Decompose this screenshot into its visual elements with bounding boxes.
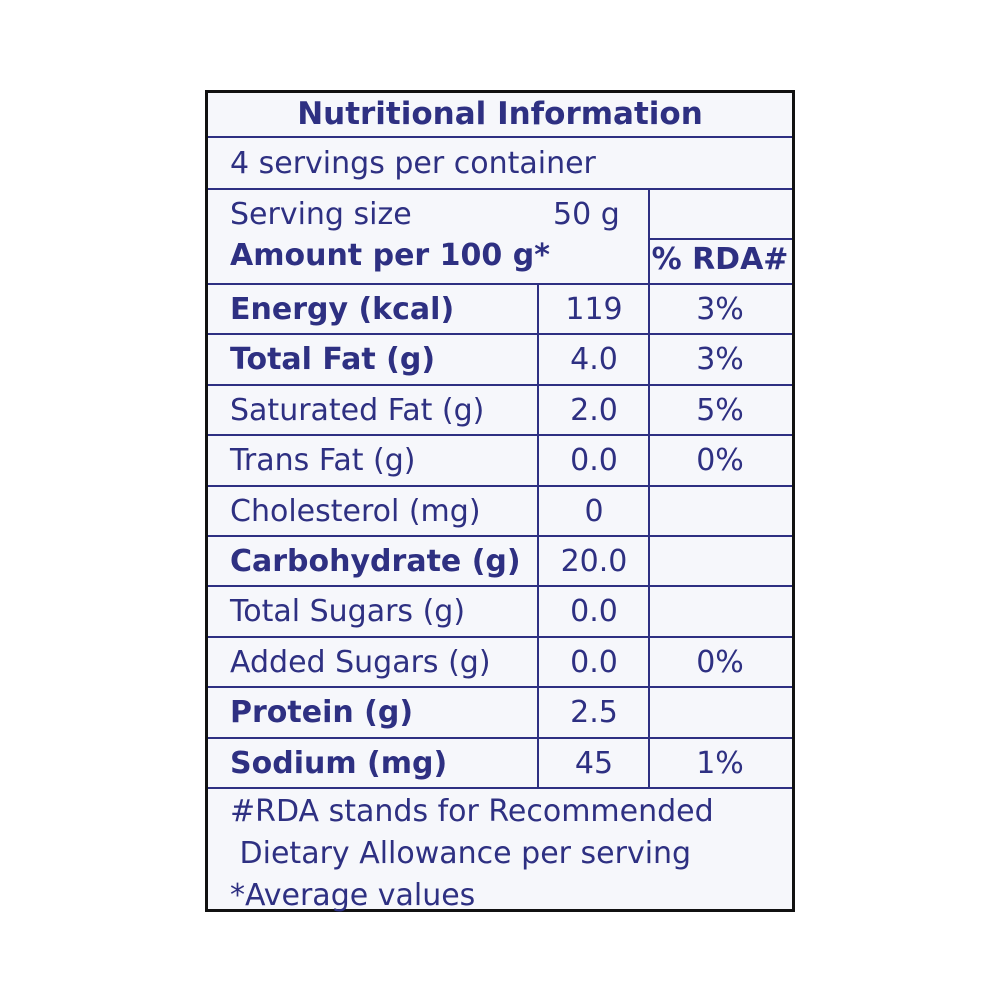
serving-size-value: 50 g (553, 197, 620, 232)
row-name: Carbohydrate (g) (230, 544, 521, 579)
row-name: Protein (g) (230, 695, 414, 731)
header-rda: % RDA# (651, 242, 789, 277)
row-rda: 0% (696, 644, 744, 680)
row-rda: 0% (696, 443, 744, 479)
rule (208, 136, 792, 138)
rule (208, 686, 792, 689)
row-amount: 45 (574, 745, 614, 781)
rule (208, 535, 792, 537)
rule (208, 787, 792, 789)
rule (208, 333, 792, 336)
row-amount: 20.0 (560, 544, 628, 579)
footnote: #RDA stands for Recommended (230, 794, 714, 829)
row-name: Energy (kcal) (230, 292, 455, 327)
rule (537, 285, 539, 789)
rule (208, 484, 792, 487)
row-amount: 2.5 (570, 695, 618, 731)
row-amount: 0 (584, 493, 604, 529)
label-box: Nutritional Information 4 servings per c… (205, 90, 795, 912)
header-label: Amount per 100 g* (230, 238, 550, 273)
row-rda: 1% (696, 745, 744, 781)
row-rda: 3% (696, 342, 744, 378)
rule (208, 283, 792, 285)
rule (208, 585, 792, 588)
row-name: Trans Fat (g) (230, 443, 416, 479)
rule (208, 188, 792, 190)
rule (648, 285, 650, 789)
row-amount: 0.0 (570, 644, 618, 680)
rule (648, 188, 650, 284)
row-amount: 2.0 (570, 392, 618, 428)
row-amount: 0.0 (570, 594, 618, 630)
footnote: Dietary Allowance per serving (230, 836, 692, 871)
rule (208, 736, 792, 739)
row-name: Added Sugars (g) (230, 644, 491, 680)
row-rda: 3% (696, 292, 744, 327)
title: Nutritional Information (297, 96, 703, 132)
row-amount: 119 (565, 292, 623, 327)
servings: 4 servings per container (230, 146, 596, 181)
row-name: Sodium (mg) (230, 745, 448, 781)
row-rda: 5% (696, 392, 744, 428)
row-name: Total Sugars (g) (230, 594, 466, 630)
row-amount: 4.0 (570, 342, 618, 378)
row-name: Cholesterol (mg) (230, 493, 481, 529)
row-name: Total Fat (g) (230, 342, 436, 378)
rule (208, 383, 792, 386)
row-name: Saturated Fat (g) (230, 392, 485, 428)
rule (208, 434, 792, 437)
rule (208, 635, 792, 638)
footnote: *Average values (230, 878, 476, 913)
row-amount: 0.0 (570, 443, 618, 479)
rule (648, 238, 792, 240)
serving-size-label: Serving size (230, 197, 412, 232)
